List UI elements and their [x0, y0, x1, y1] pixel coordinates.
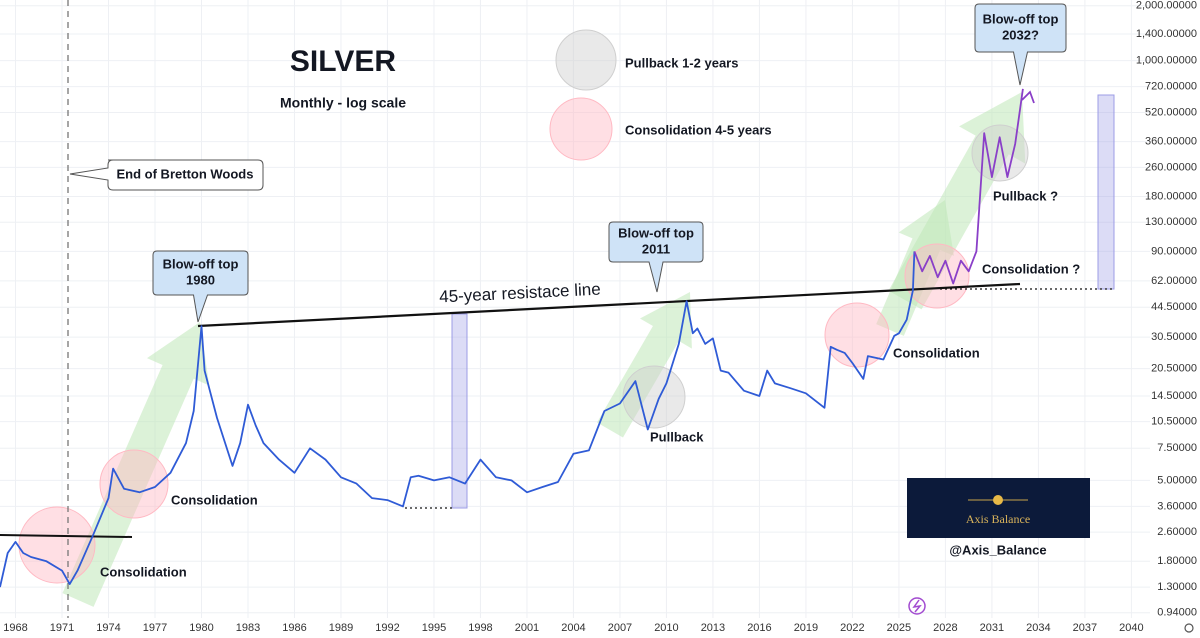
callout-text: Blow-off top [983, 11, 1059, 26]
x-tick-label: 1977 [143, 622, 167, 634]
annotation-label: Consolidation [171, 492, 258, 507]
callout-text: Blow-off top [618, 225, 694, 240]
highlight-circle [18, 506, 96, 584]
x-tick-label: 2013 [701, 622, 725, 634]
brand-name: Axis Balance [966, 512, 1030, 526]
x-tick-label: 2034 [1026, 622, 1050, 634]
y-tick-label: 1.80000 [1157, 555, 1197, 567]
callout-box [974, 3, 1067, 86]
y-tick-label: 1,000.00000 [1136, 55, 1197, 67]
x-tick-label: 1995 [422, 622, 446, 634]
y-tick-label: 44.50000 [1151, 301, 1197, 313]
y-tick-label: 130.00000 [1145, 216, 1197, 228]
legend-note: Pullback 1-2 years [625, 55, 738, 70]
annotation-label: Consolidation [100, 564, 187, 579]
callout-text: 2011 [642, 241, 670, 256]
y-tick-label: 5.00000 [1157, 474, 1197, 486]
highlight-circle [555, 29, 617, 91]
callout-box [152, 250, 249, 323]
price-line [0, 251, 916, 588]
y-tick-label: 1.30000 [1157, 581, 1197, 593]
note-text: End of Bretton Woods [117, 166, 254, 181]
marks-layer [0, 88, 1035, 588]
x-tick-label: 1989 [329, 622, 353, 634]
x-tick-label: 2037 [1073, 622, 1097, 634]
highlight-circle [549, 97, 613, 161]
callout-text: 1980 [186, 272, 215, 287]
x-tick-label: 2028 [933, 622, 957, 634]
x-tick-label: 2001 [515, 622, 539, 634]
watermark-icon [908, 597, 926, 615]
legend-note: Consolidation 4-5 years [625, 122, 772, 137]
y-tick-label: 360.00000 [1145, 135, 1197, 147]
annotation-label: Pullback [650, 429, 704, 444]
x-tick-label: 2007 [608, 622, 632, 634]
brand-dot [993, 495, 1003, 505]
y-tick-label: 90.00000 [1151, 245, 1197, 257]
y-tick-label: 1,400.00000 [1136, 28, 1197, 40]
resistance-line [0, 534, 133, 538]
annotation-label: Consolidation ? [982, 261, 1080, 276]
trend-arrow [888, 92, 1026, 310]
y-tick-label: 62.00000 [1151, 275, 1197, 287]
highlight-circle [99, 449, 169, 519]
x-tick-label: 1980 [189, 622, 213, 634]
x-tick-label: 1992 [375, 622, 399, 634]
x-tick-label: 2010 [654, 622, 678, 634]
arrow-head [1021, 90, 1035, 104]
y-tick-label: 260.00000 [1145, 161, 1197, 173]
highlight-circle [824, 302, 890, 368]
callout-text: Blow-off top [163, 256, 239, 271]
y-tick-label: 30.50000 [1151, 331, 1197, 343]
y-tick-label: 2.60000 [1157, 526, 1197, 538]
callout-box [608, 221, 704, 293]
price-line [913, 88, 1024, 285]
text-layer: 2,000.00000 1,400.00000 1,000.00000 720.000… [3, 0, 1197, 634]
x-tick-label: 1986 [282, 622, 306, 634]
x-tick-label: 2016 [747, 622, 771, 634]
y-tick-label: 180.00000 [1145, 190, 1197, 202]
y-tick-label: 14.50000 [1151, 390, 1197, 402]
x-tick-label: 2019 [794, 622, 818, 634]
highlight-circle [971, 124, 1029, 182]
x-tick-label: 2031 [980, 622, 1004, 634]
x-tick-label: 1998 [468, 622, 492, 634]
range-box [451, 313, 468, 509]
x-tick-label: 2025 [887, 622, 911, 634]
range-box [1097, 94, 1115, 290]
y-tick-label: 20.50000 [1151, 363, 1197, 375]
settings-icon [1184, 623, 1194, 633]
y-tick-label: 2,000.00000 [1136, 0, 1197, 12]
chart-title: SILVER [290, 45, 396, 78]
y-tick-label: 520.00000 [1145, 106, 1197, 118]
y-tick-label: 3.60000 [1157, 500, 1197, 512]
x-tick-label: 1974 [96, 622, 120, 634]
resistance-line [197, 282, 1021, 328]
watermark-bolt [912, 599, 922, 613]
x-tick-label: 1968 [3, 622, 27, 634]
highlight-circle [622, 365, 686, 429]
x-tick-label: 2022 [840, 622, 864, 634]
x-tick-label: 2004 [561, 622, 585, 634]
x-tick-label: 2040 [1119, 622, 1143, 634]
note-box [69, 159, 264, 191]
annotation-label: Pullback ? [993, 188, 1058, 203]
brand-box [907, 478, 1090, 538]
y-tick-label: 0.94000 [1157, 607, 1197, 619]
brand-handle: @Axis_Balance [949, 542, 1046, 557]
callout-text: 2032? [1002, 27, 1039, 42]
y-tick-label: 720.00000 [1145, 81, 1197, 93]
x-tick-label: 1983 [236, 622, 260, 634]
y-tick-label: 10.50000 [1151, 416, 1197, 428]
x-tick-label: 1971 [50, 622, 74, 634]
annotation-label: Consolidation [893, 345, 980, 360]
chart-subtitle: Monthly - log scale [280, 95, 406, 111]
y-tick-label: 7.50000 [1157, 442, 1197, 454]
